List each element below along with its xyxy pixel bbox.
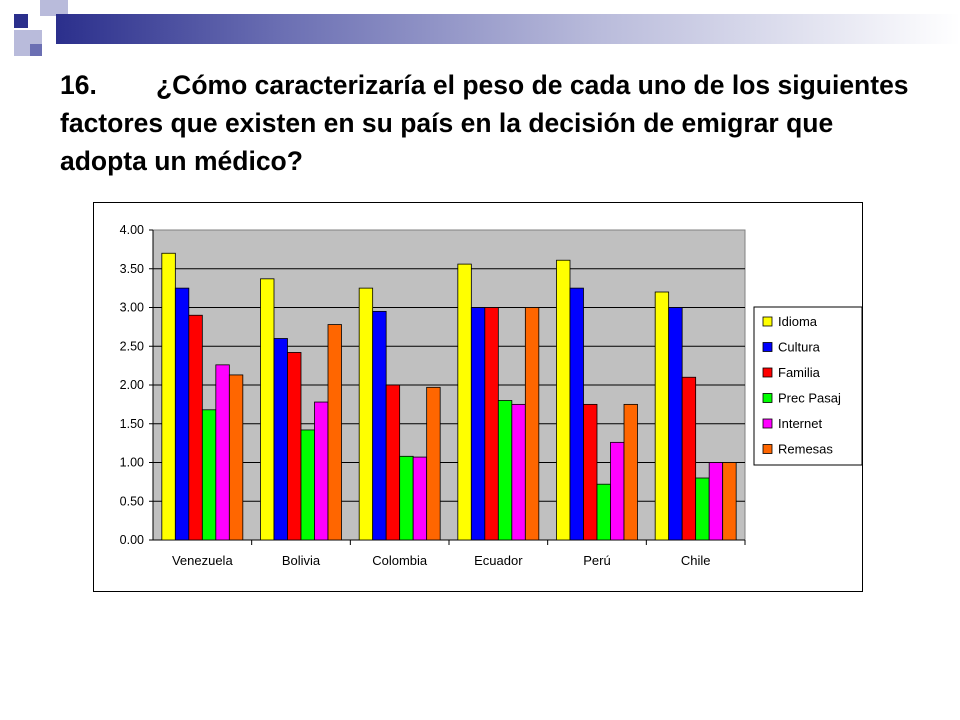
bar-familia — [583, 403, 598, 541]
question-text: ¿Cómo caracterizaría el peso de cada uno… — [60, 70, 909, 176]
legend-label: Internet — [778, 416, 822, 431]
decorative-square-light — [40, 0, 68, 16]
legend-swatch — [762, 393, 773, 403]
bar-internet — [708, 462, 724, 541]
bar-cultura — [668, 307, 683, 541]
bar-internet — [314, 401, 329, 541]
x-tick-label: Bolivia — [282, 553, 321, 568]
bar-familia — [188, 314, 203, 541]
bar-prec-pasaj — [497, 400, 513, 541]
bar-prec-pasaj — [596, 483, 611, 541]
legend-label: Prec Pasaj — [778, 391, 841, 406]
legend-swatch — [762, 342, 773, 352]
bar-cultura — [372, 310, 387, 541]
legend-swatch — [762, 316, 773, 327]
legend-swatch — [762, 418, 773, 429]
bar-cultura — [470, 307, 486, 541]
legend-swatch — [762, 367, 773, 378]
legend — [753, 306, 863, 466]
bar-remesas — [426, 386, 441, 541]
x-tick-label: Ecuador — [474, 553, 523, 568]
decorative-square-dark — [14, 14, 28, 28]
y-tick-label: 1.00 — [120, 456, 144, 470]
bar-prec-pasaj — [300, 429, 315, 541]
y-tick-label: 3.00 — [120, 301, 144, 315]
bar-remesas — [722, 462, 737, 541]
y-tick-label: 1.50 — [120, 417, 144, 431]
bar-idioma — [556, 259, 571, 541]
bar-familia — [681, 376, 697, 541]
bar-remesas — [228, 374, 244, 541]
bar-cultura — [273, 338, 288, 541]
legend-label: Cultura — [778, 340, 821, 355]
bar-cultura — [174, 287, 190, 541]
bar-internet — [412, 456, 428, 541]
bar-idioma — [457, 263, 472, 541]
bar-cultura — [569, 287, 584, 541]
y-tick-label: 0.00 — [120, 533, 144, 547]
bar-idioma — [161, 252, 176, 541]
chart-frame: 0.00 0.50 1.00 1.50 2.00 2.50 3.00 3.50 4.00 Vene… — [93, 202, 863, 592]
bar-remesas — [524, 307, 540, 541]
x-tick-label: Venezuela — [172, 553, 233, 568]
x-tick-label: Chile — [681, 553, 711, 568]
bar-prec-pasaj — [201, 409, 217, 541]
y-tick-label: 0.50 — [120, 494, 144, 508]
legend-label: Familia — [778, 365, 821, 380]
legend-swatch — [762, 444, 773, 454]
question-number: 16. — [60, 70, 97, 100]
decorative-square-dark — [30, 44, 42, 56]
bar-prec-pasaj — [399, 455, 414, 541]
bar-familia — [484, 307, 499, 541]
y-tick-label: 3.50 — [120, 262, 144, 276]
bar-idioma — [654, 291, 670, 541]
bar-idioma — [358, 287, 374, 541]
bar-remesas — [623, 403, 638, 541]
bar-chart: 0.00 0.50 1.00 1.50 2.00 2.50 3.00 3.50 4.00 Vene… — [120, 223, 863, 568]
bar-idioma — [260, 278, 275, 541]
bar-prec-pasaj — [695, 477, 710, 541]
legend-label: Remesas — [778, 442, 833, 457]
bar-internet — [610, 441, 625, 541]
y-tick-label: 2.00 — [120, 378, 144, 392]
bar-familia — [287, 352, 302, 541]
bar-internet — [511, 403, 526, 541]
y-tick-label: 2.50 — [120, 339, 144, 353]
bar-familia — [385, 384, 401, 541]
x-tick-label: Colombia — [372, 553, 428, 568]
bar-remesas — [327, 324, 342, 541]
legend-label: Idioma — [778, 314, 818, 329]
bar-internet — [215, 364, 230, 541]
x-tick-label: Perú — [583, 553, 610, 568]
header-gradient-bar — [56, 14, 960, 44]
y-tick-label: 4.00 — [120, 223, 144, 237]
slide-title: 16. ¿Cómo caracterizaría el peso de cada … — [60, 66, 920, 180]
